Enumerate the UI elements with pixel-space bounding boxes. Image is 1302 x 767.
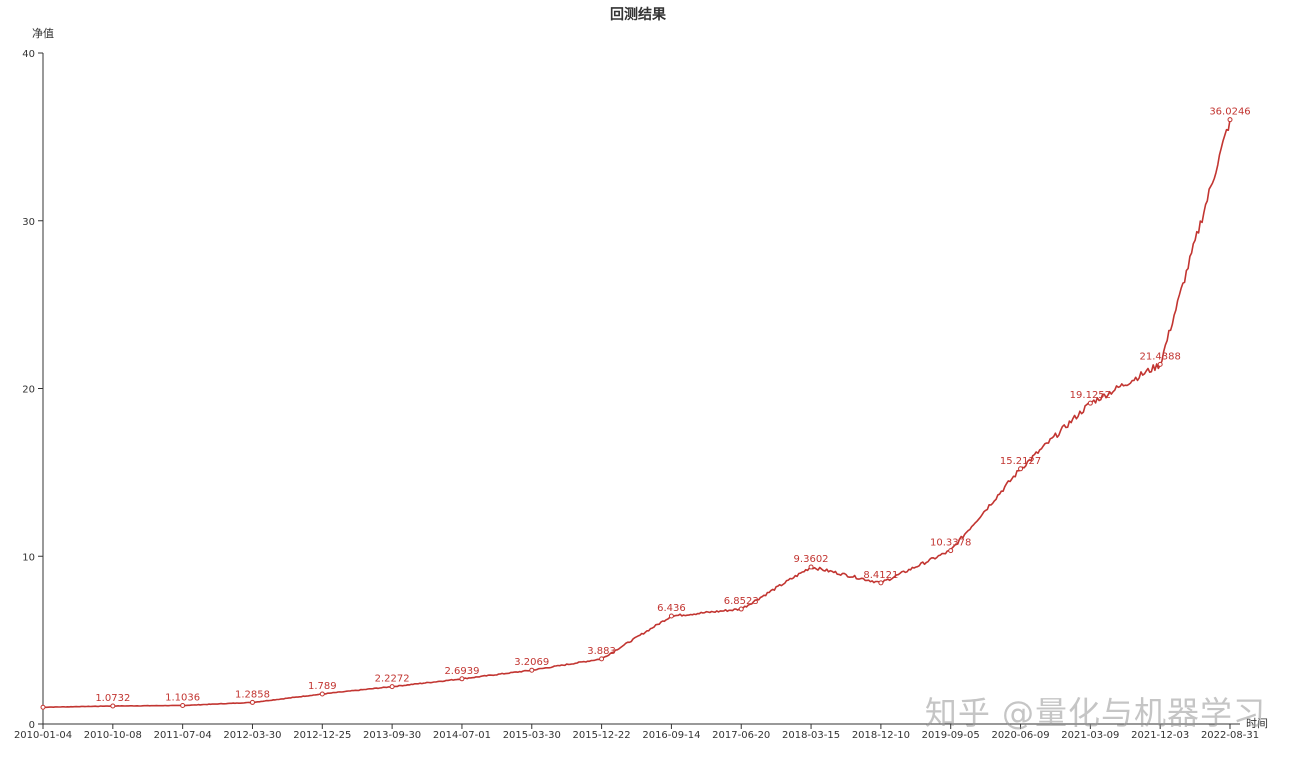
x-tick-label: 2021-03-09 [1061, 730, 1119, 741]
data-label: 6.436 [657, 603, 686, 614]
data-label: 8.4121 [863, 570, 898, 581]
y-axis-label: 净值 [32, 26, 54, 40]
data-label: 1.1036 [165, 692, 200, 703]
watermark-text: 知乎 @量化与机器学习 [924, 694, 1266, 732]
x-tick-label: 2013-09-30 [363, 730, 421, 741]
x-tick-label: 2016-09-14 [642, 730, 700, 741]
data-point [1227, 117, 1233, 123]
x-tick-label: 2010-01-04 [14, 730, 72, 741]
data-label: 1.789 [308, 681, 337, 692]
y-tick-label: 20 [22, 385, 35, 396]
series-line [43, 119, 1231, 709]
data-label: 10.3378 [930, 538, 971, 549]
x-tick-label: 2017-06-20 [712, 730, 770, 741]
data-label: 19.1252 [1070, 390, 1111, 401]
data-point [389, 684, 395, 690]
x-tick-label: 2015-12-22 [573, 730, 631, 741]
data-point [249, 699, 255, 705]
data-point [180, 702, 186, 708]
data-point [948, 548, 954, 554]
x-tick-label: 2019-09-05 [922, 730, 980, 741]
data-point [110, 703, 116, 709]
data-label: 36.0246 [1209, 107, 1250, 118]
x-tick-label: 2014-07-01 [433, 730, 491, 741]
data-label: 3.883 [587, 646, 616, 657]
data-label: 2.6939 [444, 666, 479, 677]
data-point [808, 564, 814, 570]
data-label: 1.0732 [95, 693, 130, 704]
plot-area [43, 119, 1231, 709]
data-point [40, 704, 46, 710]
data-label: 1.2858 [235, 689, 270, 700]
x-tick-label: 2020-06-09 [991, 730, 1049, 741]
x-axis-label: 时间 [1246, 717, 1268, 730]
y-tick-label: 10 [22, 552, 35, 563]
data-labels: 1.0732 1.1036 1.2858 1.789 2.2272 2.6939 3.206… [40, 107, 1251, 710]
data-label: 3.2069 [514, 657, 549, 668]
x-tick-label: 2010-10-08 [84, 730, 142, 741]
x-tick-label: 2018-03-15 [782, 730, 840, 741]
axes: 0 10 20 30 40 2010-01-04 2010-10-08 2011-07-04 2… [14, 49, 1259, 741]
data-label: 15.2127 [1000, 456, 1041, 467]
x-tick-label: 2018-12-10 [852, 730, 910, 741]
data-label: 2.2272 [375, 674, 410, 685]
data-point [319, 691, 325, 697]
x-tick-label: 2012-12-25 [293, 730, 351, 741]
data-point [738, 606, 744, 612]
y-tick-label: 0 [29, 720, 35, 731]
data-point [668, 613, 674, 619]
data-point [1157, 361, 1163, 367]
y-tick-label: 40 [22, 49, 35, 60]
chart-title: 回测结果 [610, 6, 667, 23]
y-tick-label: 30 [22, 217, 35, 228]
data-point [1018, 466, 1024, 472]
x-tick-label: 2021-12-03 [1131, 730, 1189, 741]
x-tick-label: 2015-03-30 [503, 730, 561, 741]
data-point [878, 580, 884, 586]
x-tick-label: 2011-07-04 [154, 730, 212, 741]
data-point [459, 676, 465, 682]
data-label: 6.8523 [724, 596, 759, 607]
x-tick-label: 2022-08-31 [1201, 730, 1259, 741]
data-label: 21.4388 [1139, 351, 1180, 362]
x-tick-label: 2012-03-30 [223, 730, 281, 741]
data-point [1087, 400, 1093, 406]
data-point [529, 667, 535, 673]
data-label: 9.3602 [794, 554, 829, 565]
data-point [599, 656, 605, 662]
